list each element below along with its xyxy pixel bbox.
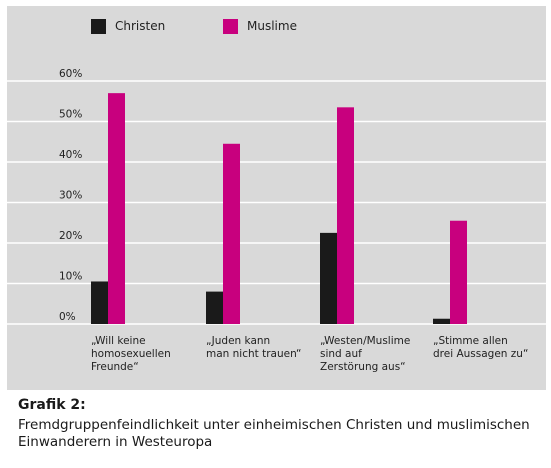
y-tick-label: 10%: [59, 271, 82, 283]
legend-item-muslime: Muslime: [223, 18, 297, 34]
y-tick-label: 60%: [59, 68, 82, 80]
bar-muslime-3: [337, 107, 354, 324]
category-label-2: „Juden kann man nicht trauen“: [206, 335, 301, 360]
bar-christen-1: [91, 281, 108, 324]
bar-christen-4: [433, 318, 450, 324]
y-tick-label: 30%: [59, 190, 82, 202]
y-tick-label: 40%: [59, 149, 82, 161]
legend-item-christen: Christen: [91, 18, 165, 34]
y-tick-label: 20%: [59, 230, 82, 242]
legend-swatch-muslime: [223, 18, 238, 34]
y-tick-label: 50%: [59, 109, 82, 121]
legend-label-muslime: Muslime: [247, 19, 297, 33]
bar-muslime-1: [108, 93, 125, 325]
legend-swatch-christen: [91, 18, 106, 34]
bar-muslime-2: [223, 143, 240, 324]
caption-label: Grafik 2:: [18, 397, 86, 413]
bar-muslime-4: [450, 220, 467, 324]
caption-text: Fremdgruppenfeindlichkeit unter einheimi…: [18, 417, 530, 450]
legend-label-christen: Christen: [115, 19, 166, 33]
category-label-3: „Westen/Muslime sind auf Zerstörung aus“: [320, 335, 410, 373]
category-label-1: „Will keine homosexuellen Freunde“: [91, 335, 171, 373]
bar-chart: 0% 10% 20% 30% 40% 50% 60% „Will keine homosexue…: [7, 68, 546, 373]
bar-christen-2: [206, 291, 223, 324]
y-tick-label: 0%: [59, 311, 76, 323]
figure-caption: Grafik 2: Fremdgruppenfeindlichkeit unte…: [18, 397, 538, 451]
chart-panel: Christen Muslime 0% 10% 20% 30% 40% 50% 60% „Wi…: [7, 6, 546, 390]
category-label-4: „Stimme allen drei Aussagen zu“: [433, 335, 528, 360]
bar-christen-3: [320, 232, 337, 324]
